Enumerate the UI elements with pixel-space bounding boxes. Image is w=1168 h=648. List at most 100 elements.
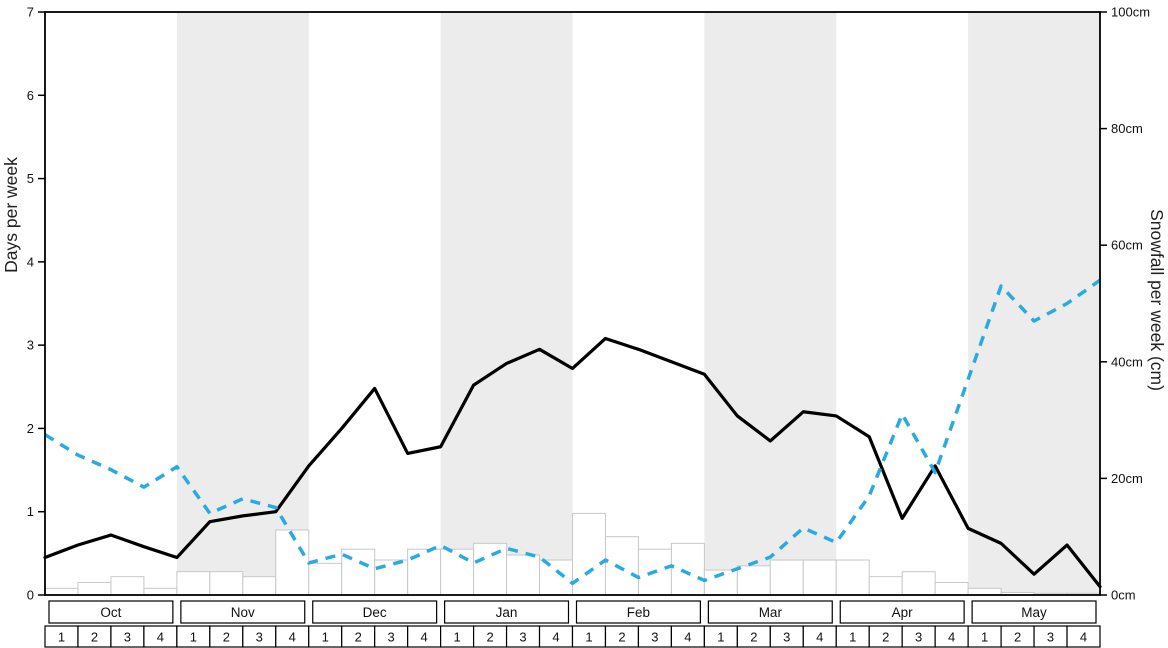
weekly-bar <box>242 576 277 596</box>
chart-generated-layer: 0 1 2 3 4 5 6 7 0cm 20cm 40cm 60cm 80cm 100cm Oct Nov De… <box>27 5 1150 648</box>
weekly-bar <box>670 542 705 596</box>
week-label: 4 <box>421 630 428 645</box>
week-label: 2 <box>750 630 757 645</box>
week-label: 2 <box>91 630 98 645</box>
week-label: 3 <box>388 630 395 645</box>
weekly-bar <box>835 559 870 596</box>
week-label: 3 <box>915 630 922 645</box>
month-label: Jan <box>496 605 518 620</box>
weekly-bar <box>506 554 541 596</box>
week-label: 4 <box>289 630 296 645</box>
week-label: 2 <box>355 630 362 645</box>
week-label: 3 <box>1047 630 1054 645</box>
week-label: 1 <box>981 630 988 645</box>
week-label: 3 <box>256 630 263 645</box>
week-label: 4 <box>684 630 691 645</box>
weekly-bar <box>967 587 1002 596</box>
week-label: 1 <box>322 630 329 645</box>
month-label: Nov <box>231 605 255 620</box>
right-tick-label: 100cm <box>1111 5 1150 20</box>
weekly-bar <box>539 559 573 596</box>
month-label: Mar <box>759 605 783 620</box>
month-band <box>968 12 1100 595</box>
month-band <box>440 12 573 595</box>
week-label: 2 <box>486 630 493 645</box>
weekly-bar <box>473 542 508 596</box>
snowfall-per-week-line <box>44 278 1102 586</box>
weekly-bar <box>440 548 475 596</box>
month-label: Oct <box>100 605 121 620</box>
week-label: 4 <box>948 630 955 645</box>
month-band <box>176 12 309 595</box>
week-label: 2 <box>618 630 625 645</box>
week-label: 2 <box>223 630 230 645</box>
month-cell <box>444 600 570 624</box>
weekly-bar <box>209 571 244 596</box>
right-axis-title: Snowfall per week (cm) <box>1147 209 1167 391</box>
weekly-bar <box>308 562 343 596</box>
week-label: 4 <box>552 630 559 645</box>
month-band <box>704 12 837 595</box>
left-tick-label: 5 <box>27 171 34 186</box>
weekly-bar <box>901 571 936 596</box>
left-tick-label: 0 <box>27 588 34 603</box>
right-tick-label: 20cm <box>1111 471 1143 486</box>
days-per-week-line <box>43 336 1102 589</box>
weekly-bar <box>143 587 178 596</box>
weekly-bar <box>374 559 409 596</box>
weekly-bar <box>572 512 606 596</box>
weekly-bar <box>868 576 903 596</box>
month-label: Apr <box>892 605 914 620</box>
month-cell <box>312 600 438 624</box>
week-label: 4 <box>1080 630 1087 645</box>
week-label: 4 <box>816 630 823 645</box>
left-tick-label: 6 <box>27 88 34 103</box>
weekly-bar <box>604 536 639 596</box>
right-tick-label: 80cm <box>1111 121 1143 136</box>
month-cell <box>180 600 306 624</box>
week-label: 1 <box>190 630 197 645</box>
left-tick-label: 1 <box>27 504 34 519</box>
weekly-bar <box>176 571 211 596</box>
month-label: Dec <box>363 605 387 620</box>
plot-frame <box>44 11 1101 596</box>
month-label: May <box>1021 605 1047 620</box>
month-cell <box>839 600 965 624</box>
month-cell <box>971 600 1097 624</box>
right-tick-label: 60cm <box>1111 238 1143 253</box>
week-label: 3 <box>124 630 131 645</box>
month-cell <box>707 600 833 624</box>
week-label: 3 <box>519 630 526 645</box>
left-tick-label: 7 <box>27 5 34 20</box>
week-label: 2 <box>882 630 889 645</box>
right-tick-label: 40cm <box>1111 354 1143 369</box>
week-label: 2 <box>1014 630 1021 645</box>
weekly-bar <box>736 565 771 596</box>
week-label: 3 <box>651 630 658 645</box>
left-tick-label: 4 <box>27 254 34 269</box>
month-cell <box>575 600 701 624</box>
weekly-bar <box>44 587 79 596</box>
weekly-bar <box>769 559 804 596</box>
left-tick-label: 3 <box>27 338 34 353</box>
weekly-bar <box>802 559 837 596</box>
right-tick-label: 0cm <box>1111 588 1136 603</box>
week-label: 1 <box>453 630 460 645</box>
week-label: 4 <box>157 630 164 645</box>
left-tick-label: 2 <box>27 421 34 436</box>
week-label: 1 <box>585 630 592 645</box>
weekly-bar <box>110 576 145 596</box>
week-label: 1 <box>849 630 856 645</box>
week-label: 3 <box>783 630 790 645</box>
month-cell <box>48 600 174 624</box>
weekly-bar <box>77 582 112 596</box>
weekly-bar <box>275 529 310 596</box>
week-label: 1 <box>58 630 65 645</box>
month-label: Feb <box>627 605 650 620</box>
week-label: 1 <box>717 630 724 645</box>
left-axis-title: Days per week <box>1 157 21 273</box>
week-cell <box>1066 625 1101 648</box>
weekly-bar <box>934 582 969 596</box>
